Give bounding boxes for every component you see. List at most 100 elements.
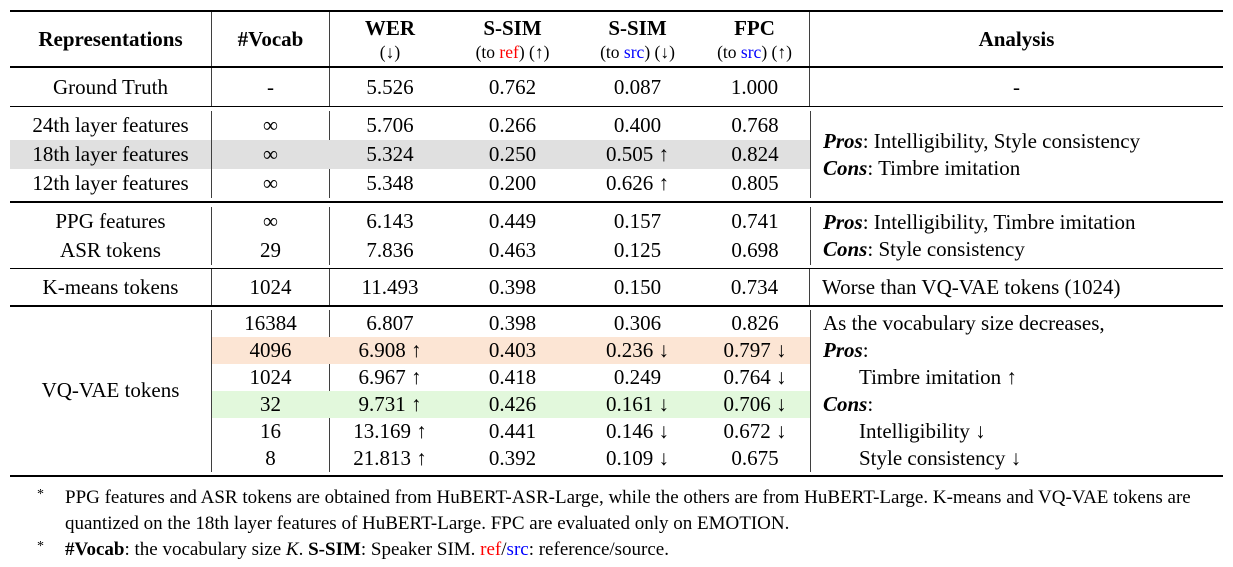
cell-ssim-src: 0.125 [613,237,662,262]
cell-vocab: 4096 [212,336,330,364]
cell-fpc: 1.000 [700,67,810,106]
ssim-src-sub-pre: (to [600,41,624,62]
footnote-2: * #Vocab: the vocabulary size K. S-SIM: S… [10,537,1223,563]
table-header-row: Representations #Vocab WER (↓) S-SIM (to… [10,12,1223,66]
cell-ssim-src: 0.249 [613,364,662,389]
cell-ssim-src: 0.505 ↑ [575,140,700,169]
section-rule-2 [10,201,1223,203]
table-bottom-rule [10,474,1223,477]
cons-label: Cons [823,236,868,261]
cell-vocab: 1024 [212,269,330,305]
cell-fpc: 0.764 ↓ [723,364,787,389]
footnote-vocab-term: #Vocab [65,538,125,560]
cell-ssim-ref: 0.398 [488,310,537,335]
layer-rows: 24th layer features ∞ 5.706 0.266 0.400 … [10,111,810,198]
footnote-text-3: : Speaker SIM. [360,538,481,560]
cell-ssim-src: 0.109 ↓ [606,445,669,470]
cell-wer: 5.526 [366,74,414,99]
table-row-kmeans: K-means tokens 1024 11.493 0.398 0.150 0… [10,269,1223,305]
col-header-fpc: FPC (to src) (↑) [700,12,810,66]
col-header-ssim-ref-sub: (to ref) (↑) [476,41,550,63]
table-row-ppg: PPG features ∞ 6.143 0.449 0.157 0.741 [10,206,810,236]
footnote-src-term: src [506,538,529,560]
col-header-analysis: Analysis [810,12,1223,66]
cell-ssim-ref: 0.250 [450,140,575,169]
table-row-ground-truth: Ground Truth - 5.526 0.762 0.087 1.000 - [10,67,1223,106]
cell-vocab: 29 [212,235,330,265]
cons-text: : Timbre imitation [867,155,1021,180]
cell-fpc: 0.797 ↓ [700,336,810,364]
pros-label: Pros [823,337,863,362]
cell-wer: 9.731 ↑ [330,390,450,418]
cell-wer: 5.348 [366,171,414,195]
cell-wer: 6.967 ↑ [358,364,422,389]
footnote-ref-term: ref [480,538,502,560]
section-ppg-asr: PPG features ∞ 6.143 0.449 0.157 0.741 A… [10,203,1223,268]
cell-ssim-ref: 0.762 [488,74,537,99]
cell-ssim-src: 0.150 [613,275,662,299]
col-header-wer: WER (↓) [330,12,450,66]
cell-fpc: 0.734 [700,269,810,305]
table-footnotes: * PPG features and ASR tokens are obtaine… [10,485,1223,563]
pros-text: : [862,337,869,362]
cell-ssim-ref: 0.441 [488,418,537,443]
footnote-1: * PPG features and ASR tokens are obtaine… [10,485,1223,537]
ppg-rows: PPG features ∞ 6.143 0.449 0.157 0.741 A… [10,206,810,265]
table-row-vq-4096: 4096 6.908 ↑ 0.403 0.236 ↓ 0.797 ↓ Pros: [212,336,1223,364]
fpc-sub-post: ) (↑) [761,41,792,62]
pros-label: Pros [823,209,863,234]
cell-fpc: 0.672 ↓ [723,418,787,443]
section-rule-4 [10,305,1223,307]
ssim-ref-sub-pre: (to [475,41,500,62]
cell-wer: 21.813 ↑ [353,445,427,470]
fpc-sub-pre: (to [717,41,741,62]
section-rule-1 [10,105,1223,107]
footnote-2-marker: * [37,538,44,554]
cell-fpc: 0.698 [731,237,779,262]
col-header-ssim-ref: S-SIM (to ref) (↑) [450,12,575,66]
cell-ssim-src: 0.161 ↓ [575,390,700,418]
cell-ssim-ref: 0.426 [450,390,575,418]
cell-name: Ground Truth [10,67,212,106]
cell-ssim-ref: 0.266 [488,113,537,137]
cell-ssim-ref: 0.403 [450,336,575,364]
cell-ssim-src: 0.400 [613,113,662,137]
col-header-ssim-ref-title: S-SIM [483,15,542,40]
analysis-pros-line: Pros: Intelligibility, Timbre imitation [823,209,1223,236]
cell-vocab: 1024 [212,363,330,391]
cell-vocab: 8 [212,444,330,472]
cell-wer: 7.836 [366,237,414,262]
ssim-ref-sub-key: ref [499,41,519,62]
fpc-sub-key: src [740,41,762,62]
cell-name: K-means tokens [10,269,212,305]
cell-name: 24th layer features [10,111,212,140]
cell-ssim-src: 0.236 ↓ [575,336,700,364]
cell-analysis: As the vocabulary size decreases, [810,309,1223,337]
cell-wer: 11.493 [361,275,419,299]
results-table: Representations #Vocab WER (↓) S-SIM (to… [10,10,1223,563]
cell-wer: 5.324 [330,140,450,169]
cell-wer: 6.908 ↑ [330,336,450,364]
footnote-1-text: PPG features and ASR tokens are obtained… [65,486,1191,534]
cell-ssim-ref: 0.392 [488,445,537,470]
footnote-slash: / [501,538,507,560]
cell-ssim-ref: 0.200 [488,171,537,195]
cell-wer: 6.143 [366,208,414,233]
section-vqvae: VQ-VAE tokens 16384 6.807 0.398 0.306 0.… [10,307,1223,475]
cell-analysis: Style consistency ↓ [810,444,1223,472]
vqvae-rows: 16384 6.807 0.398 0.306 0.826 As the voc… [212,309,1223,472]
cell-ssim-src: 0.087 [613,74,662,99]
col-header-ssim-src: S-SIM (to src) (↓) [575,12,700,66]
table-row-vq-8: 8 21.813 ↑ 0.392 0.109 ↓ 0.675 Style con… [212,444,1223,472]
table-row-vq-16: 16 13.169 ↑ 0.441 0.146 ↓ 0.672 ↓ Intell… [212,417,1223,445]
cons-label: Cons [823,391,868,416]
col-header-analysis-label: Analysis [978,26,1055,51]
col-header-fpc-sub: (to src) (↑) [717,41,792,63]
cell-vocab: 32 [212,390,330,418]
analysis-cons-line: Cons: Timbre imitation [823,155,1223,182]
cell-fpc: 0.824 [700,140,810,169]
cell-ssim-ref: 0.463 [488,237,537,262]
cell-analysis: Timbre imitation ↑ [810,363,1223,391]
ssim-ref-sub-post: ) (↑) [518,41,550,62]
